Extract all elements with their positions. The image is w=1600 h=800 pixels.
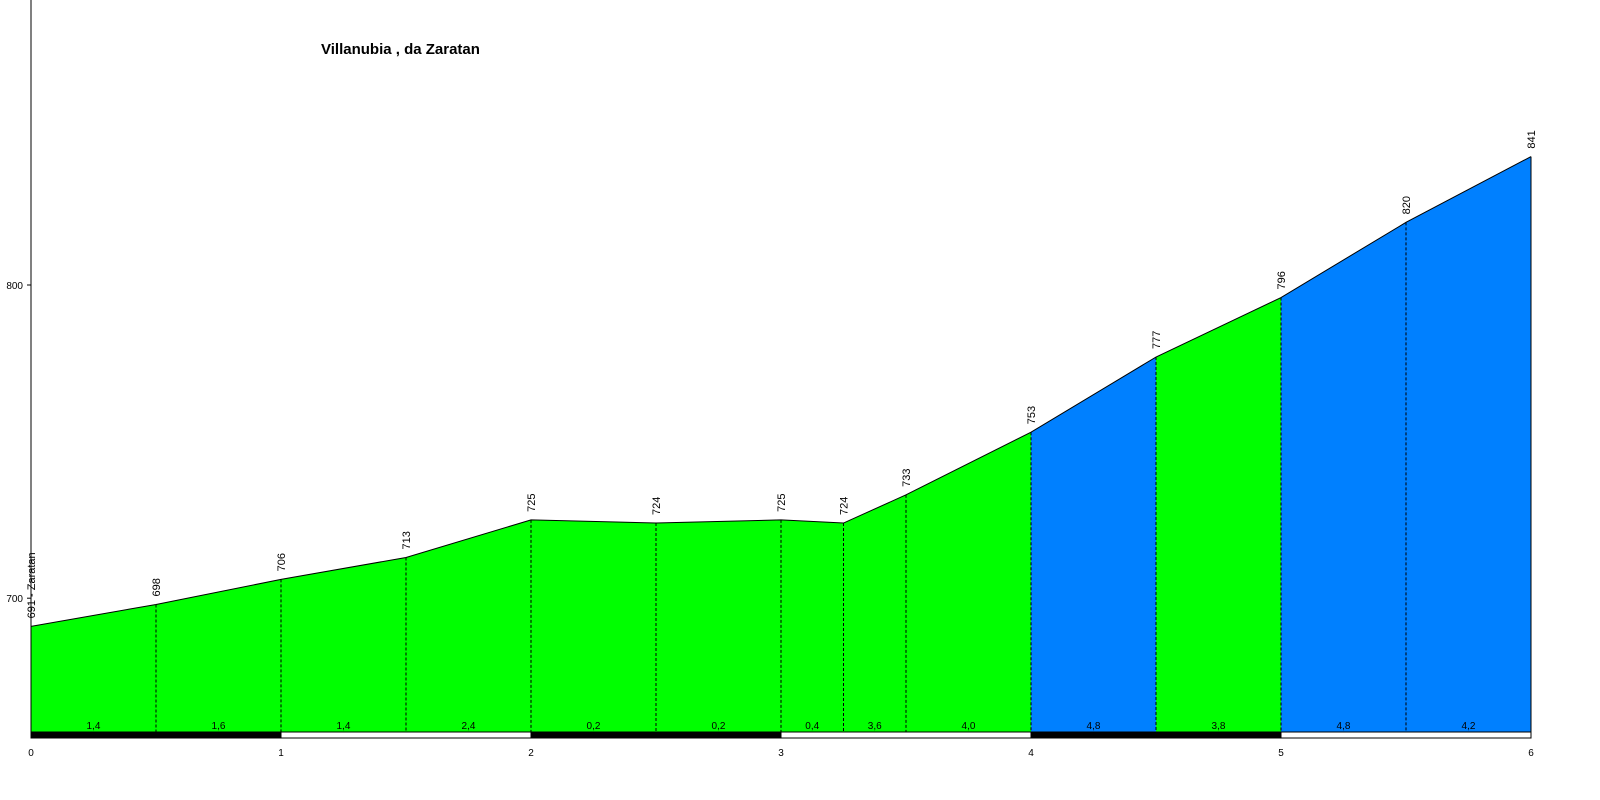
distance-bar-segment: [1030, 731, 1282, 739]
segment-area: [31, 604, 156, 736]
y-tick-label: 700: [6, 594, 23, 605]
elevation-label: 725: [526, 494, 538, 512]
segment-area: [906, 432, 1031, 736]
segment-area: [1281, 222, 1406, 737]
grade-label: 0,4: [805, 721, 819, 732]
x-tick-label: 0: [28, 748, 34, 759]
elevation-label: 733: [901, 468, 913, 486]
distance-bar-segment: [530, 731, 782, 739]
elevation-label: 724: [651, 497, 663, 515]
elevation-label: 820: [1401, 196, 1413, 214]
distance-bar-segment: [280, 731, 532, 739]
chart-title: Villanubia , da Zaratan: [321, 41, 480, 58]
elevation-label: 841: [1526, 130, 1538, 148]
distance-bar-segment: [1280, 731, 1532, 739]
segment-area: [1031, 357, 1156, 736]
elevation-label: 753: [1026, 406, 1038, 424]
segment-area: [281, 557, 406, 736]
grade-label: 3,8: [1212, 721, 1226, 732]
x-tick-label: 4: [1028, 748, 1034, 759]
segment-area: [1406, 156, 1531, 736]
x-tick-label: 1: [278, 748, 284, 759]
segment-area: [656, 519, 781, 736]
elevation-label: 796: [1276, 271, 1288, 289]
profile-line: [30, 156, 1532, 627]
segment-area: [843, 494, 906, 736]
grade-label: 1,6: [212, 721, 226, 732]
distance-bar-segment: [30, 731, 282, 739]
grade-label: 1,4: [87, 721, 101, 732]
x-tick-label: 2: [528, 748, 534, 759]
segment-area: [1156, 297, 1281, 736]
elevation-label: 725: [776, 494, 788, 512]
grade-label: 0,2: [587, 721, 601, 732]
elevation-label: 724: [839, 497, 851, 515]
segment-area: [781, 519, 844, 736]
x-tick-label: 3: [778, 748, 784, 759]
segment-area: [406, 519, 531, 736]
grade-label: 4,8: [1337, 721, 1351, 732]
y-tick-label: 800: [6, 281, 23, 292]
grade-label: 1,4: [337, 721, 351, 732]
elevation-label: 691 - Zaratan: [26, 552, 38, 618]
x-tick-label: 6: [1528, 748, 1534, 759]
grade-label: 4,2: [1462, 721, 1476, 732]
elevation-label: 706: [276, 553, 288, 571]
segment-area: [531, 519, 656, 736]
grade-label: 4,8: [1087, 721, 1101, 732]
elevation-label: 698: [151, 578, 163, 596]
x-tick-label: 5: [1278, 748, 1284, 759]
grade-label: 4,0: [962, 721, 976, 732]
grade-label: 3,6: [868, 721, 882, 732]
elevation-label: 777: [1151, 331, 1163, 349]
distance-bar-segment: [780, 731, 1032, 739]
elevation-label: 713: [401, 531, 413, 549]
segment-area: [156, 579, 281, 736]
grade-label: 0,2: [712, 721, 726, 732]
grade-label: 2,4: [462, 721, 476, 732]
